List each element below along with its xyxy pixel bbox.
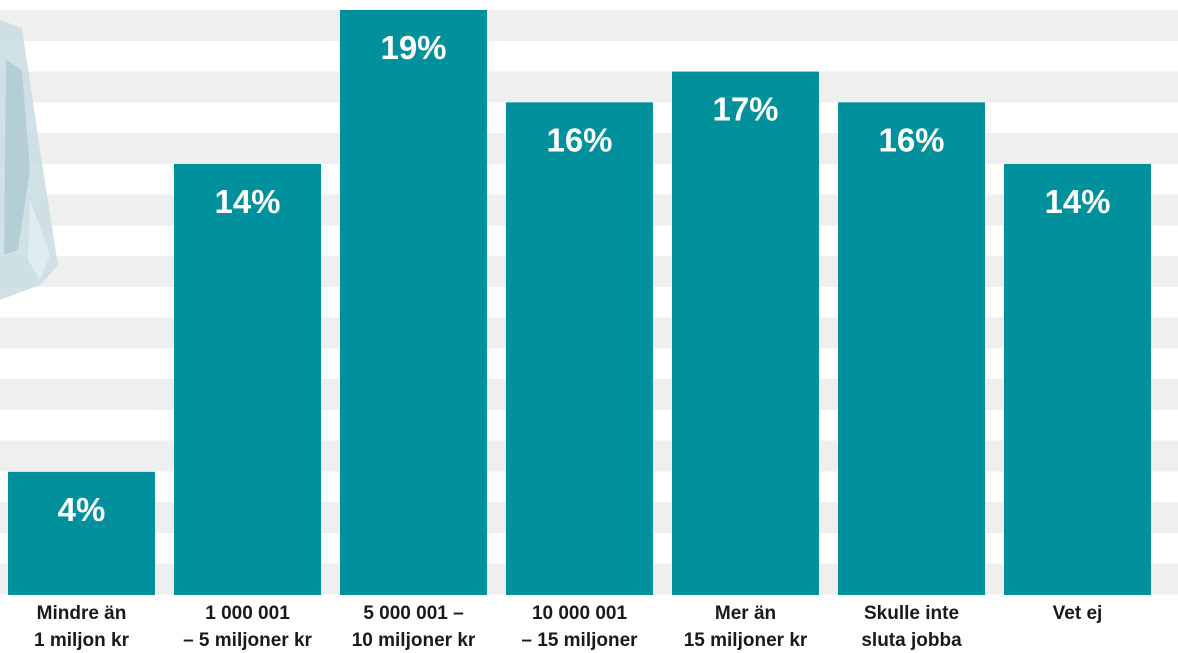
bar-value-label: 14%	[214, 183, 280, 220]
bars-group: 4% 14% 19% 16% 17% 16% 14%	[8, 10, 1151, 596]
decorative-illustration	[0, 20, 58, 300]
bar	[838, 102, 985, 596]
category-label: Vet ej	[1053, 603, 1103, 624]
category-labels-group: Mindre än 1 miljon kr 1 000 001 – 5 miljone…	[34, 603, 1102, 651]
bar-value-label: 17%	[712, 91, 778, 128]
bar-value-label: 4%	[58, 491, 106, 528]
category-label: sluta jobba	[861, 630, 962, 651]
bar-value-label: 16%	[878, 121, 944, 158]
category-label: 1 miljon kr	[34, 630, 130, 651]
bar-value-label: 16%	[546, 121, 612, 158]
category-label: 10 000 001	[532, 603, 628, 624]
category-label: Skulle inte	[864, 603, 959, 624]
bar	[174, 163, 321, 595]
category-label: – 15 miljoner	[521, 630, 638, 651]
grid-stripe	[0, 71, 1178, 103]
grid-stripe	[0, 10, 1178, 41]
category-label: 15 miljoner kr	[684, 630, 808, 651]
bar	[340, 10, 487, 595]
bar	[1004, 163, 1151, 595]
category-label: – 5 miljoner kr	[183, 630, 312, 651]
category-label: 5 000 001 –	[363, 603, 463, 624]
category-label: 10 miljoner kr	[352, 630, 476, 651]
bar-value-label: 14%	[1044, 183, 1110, 220]
bar-value-label: 19%	[380, 29, 446, 66]
bar	[506, 102, 653, 596]
bar	[672, 71, 819, 595]
category-label: Mindre än	[37, 603, 127, 624]
category-label: 1 000 001	[205, 603, 290, 624]
bar	[8, 471, 155, 595]
category-label: Mer än	[715, 603, 776, 624]
